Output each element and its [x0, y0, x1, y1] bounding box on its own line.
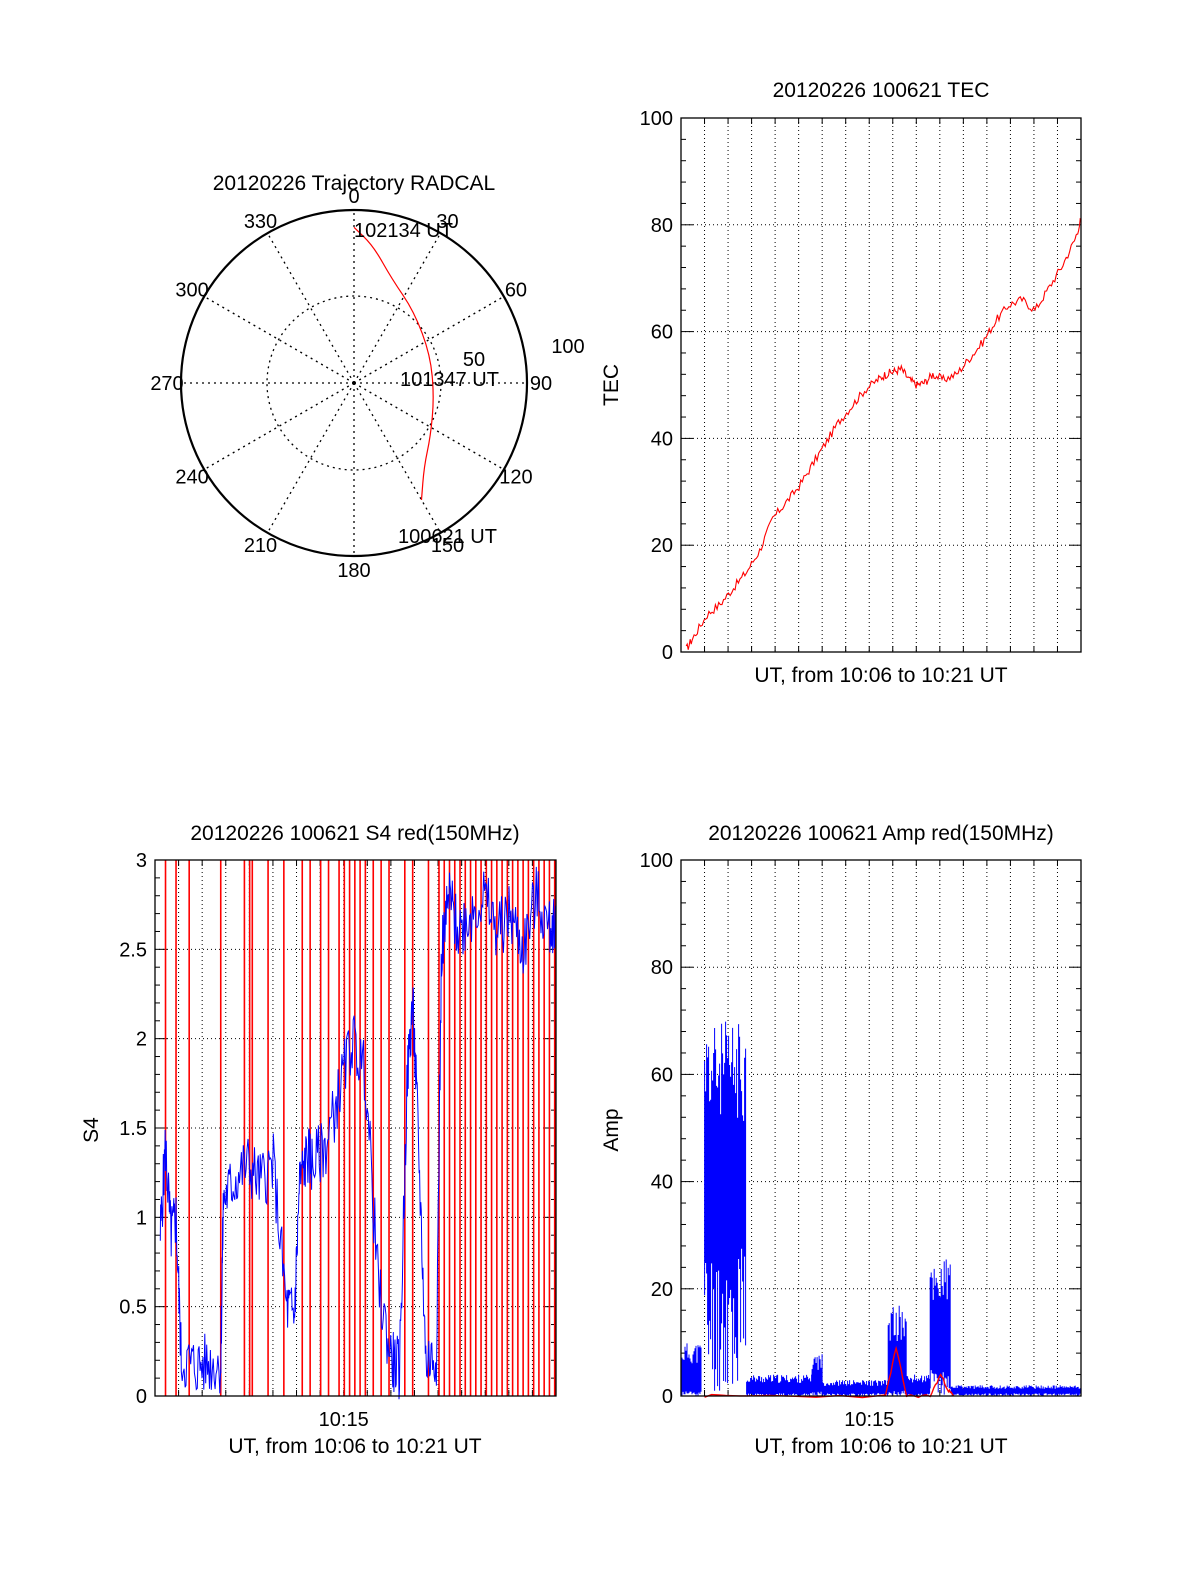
- y-tick-label: 2.5: [119, 939, 147, 961]
- amp-blue-band: [887, 1305, 907, 1396]
- polar-angle-label: 180: [337, 560, 370, 582]
- polar-angle-label: 0: [348, 186, 359, 208]
- x-tick-label: 10:15: [844, 1409, 894, 1431]
- polar-angle-label: 120: [499, 467, 532, 489]
- polar-radial-label: 100: [551, 336, 584, 358]
- polar-time-annotation: 102134 UT: [354, 220, 453, 242]
- y-tick-label: 100: [640, 850, 673, 872]
- tec-chart: 20120226 100621 TEC UT, from 10:06 to 10…: [600, 79, 1082, 687]
- y-tick-label: 20: [651, 535, 673, 557]
- polar-angle-label: 210: [244, 535, 277, 557]
- y-tick-label: 0: [662, 1386, 673, 1408]
- polar-angle-label: 30: [436, 211, 458, 233]
- polar-angle-label: 90: [530, 373, 552, 395]
- polar-angle-label: 150: [431, 535, 464, 557]
- tec-xlabel: UT, from 10:06 to 10:21 UT: [754, 664, 1007, 687]
- s4-title: 20120226 100621 S4 red(150MHz): [190, 822, 519, 845]
- amp-blue-band: [906, 1374, 931, 1396]
- y-tick-label: 3: [136, 850, 147, 872]
- y-tick-label: 0: [662, 642, 673, 664]
- plot-area: [681, 860, 1081, 1396]
- y-tick-label: 100: [640, 108, 673, 130]
- amp-blue-band: [746, 1374, 813, 1396]
- polar-angle-label: 330: [244, 211, 277, 233]
- y-tick-label: 2: [136, 1029, 147, 1051]
- tec-ylabel: TEC: [600, 364, 623, 406]
- polar-time-annotation: 100621 UT: [398, 526, 497, 548]
- amp-blue-band: [929, 1259, 951, 1395]
- plot-frame: [680, 859, 1082, 1397]
- x-tick-label: 10:15: [319, 1409, 369, 1431]
- polar-spoke: [203, 295, 355, 384]
- s4-chart: 20120226 100621 S4 red(150MHz) UT, from …: [80, 822, 557, 1458]
- amp-blue-band: [950, 1385, 1081, 1396]
- amp-chart: 20120226 100621 Amp red(150MHz) UT, from…: [600, 822, 1082, 1458]
- amp-ylabel: Amp: [600, 1108, 623, 1151]
- s4-xlabel: UT, from 10:06 to 10:21 UT: [228, 1435, 481, 1458]
- polar-spoke: [353, 295, 505, 384]
- y-tick-label: 1: [136, 1207, 147, 1229]
- polar-outer-circle: [179, 208, 529, 558]
- y-tick-label: 1.5: [119, 1118, 147, 1140]
- polar-trajectory-line: [353, 226, 434, 500]
- amp-blue-band: [811, 1354, 823, 1396]
- amp-blue-band: [822, 1380, 889, 1396]
- y-tick-label: 60: [651, 322, 673, 344]
- polar-spoke: [203, 382, 355, 471]
- amp-title: 20120226 100621 Amp red(150MHz): [708, 822, 1054, 845]
- polar-spoke: [266, 382, 355, 534]
- s4-ylabel: S4: [80, 1117, 103, 1143]
- y-tick-label: 20: [651, 1279, 673, 1301]
- amp-blue-band: [704, 1021, 747, 1391]
- plot-frame: [680, 117, 1082, 653]
- y-tick-label: 60: [651, 1064, 673, 1086]
- polar-spoke: [353, 382, 505, 471]
- polar-spoke: [266, 232, 355, 384]
- plot-frame: [154, 859, 557, 1397]
- amp-xlabel: UT, from 10:06 to 10:21 UT: [754, 1435, 1007, 1458]
- polar-spoke: [353, 232, 442, 384]
- y-tick-label: 0: [136, 1386, 147, 1408]
- polar-time-annotation: 101347 UT: [400, 369, 499, 391]
- polar-angle-label: 60: [505, 280, 527, 302]
- polar-trajectory-plot: 20120226 Trajectory RADCAL 0 30 60 90 120 150…: [150, 172, 584, 582]
- y-tick-label: 80: [651, 957, 673, 979]
- polar-angle-label: 240: [175, 467, 208, 489]
- s4-blue-series-line: [159, 866, 557, 1400]
- plot-area: [681, 118, 1081, 652]
- polar-spoke: [353, 382, 442, 534]
- polar-angle-label: 270: [150, 373, 183, 395]
- polar-grid-circle: [266, 295, 442, 471]
- tec-title: 20120226 100621 TEC: [773, 79, 990, 102]
- y-tick-label: 40: [651, 428, 673, 450]
- tec-series-line: [685, 217, 1082, 650]
- y-tick-label: 40: [651, 1172, 673, 1194]
- y-tick-label: 80: [651, 215, 673, 237]
- polar-angle-label: 300: [175, 280, 208, 302]
- y-tick-label: 0.5: [119, 1297, 147, 1319]
- polar-title: 20120226 Trajectory RADCAL: [213, 172, 496, 195]
- polar-radial-label: 50: [463, 349, 485, 371]
